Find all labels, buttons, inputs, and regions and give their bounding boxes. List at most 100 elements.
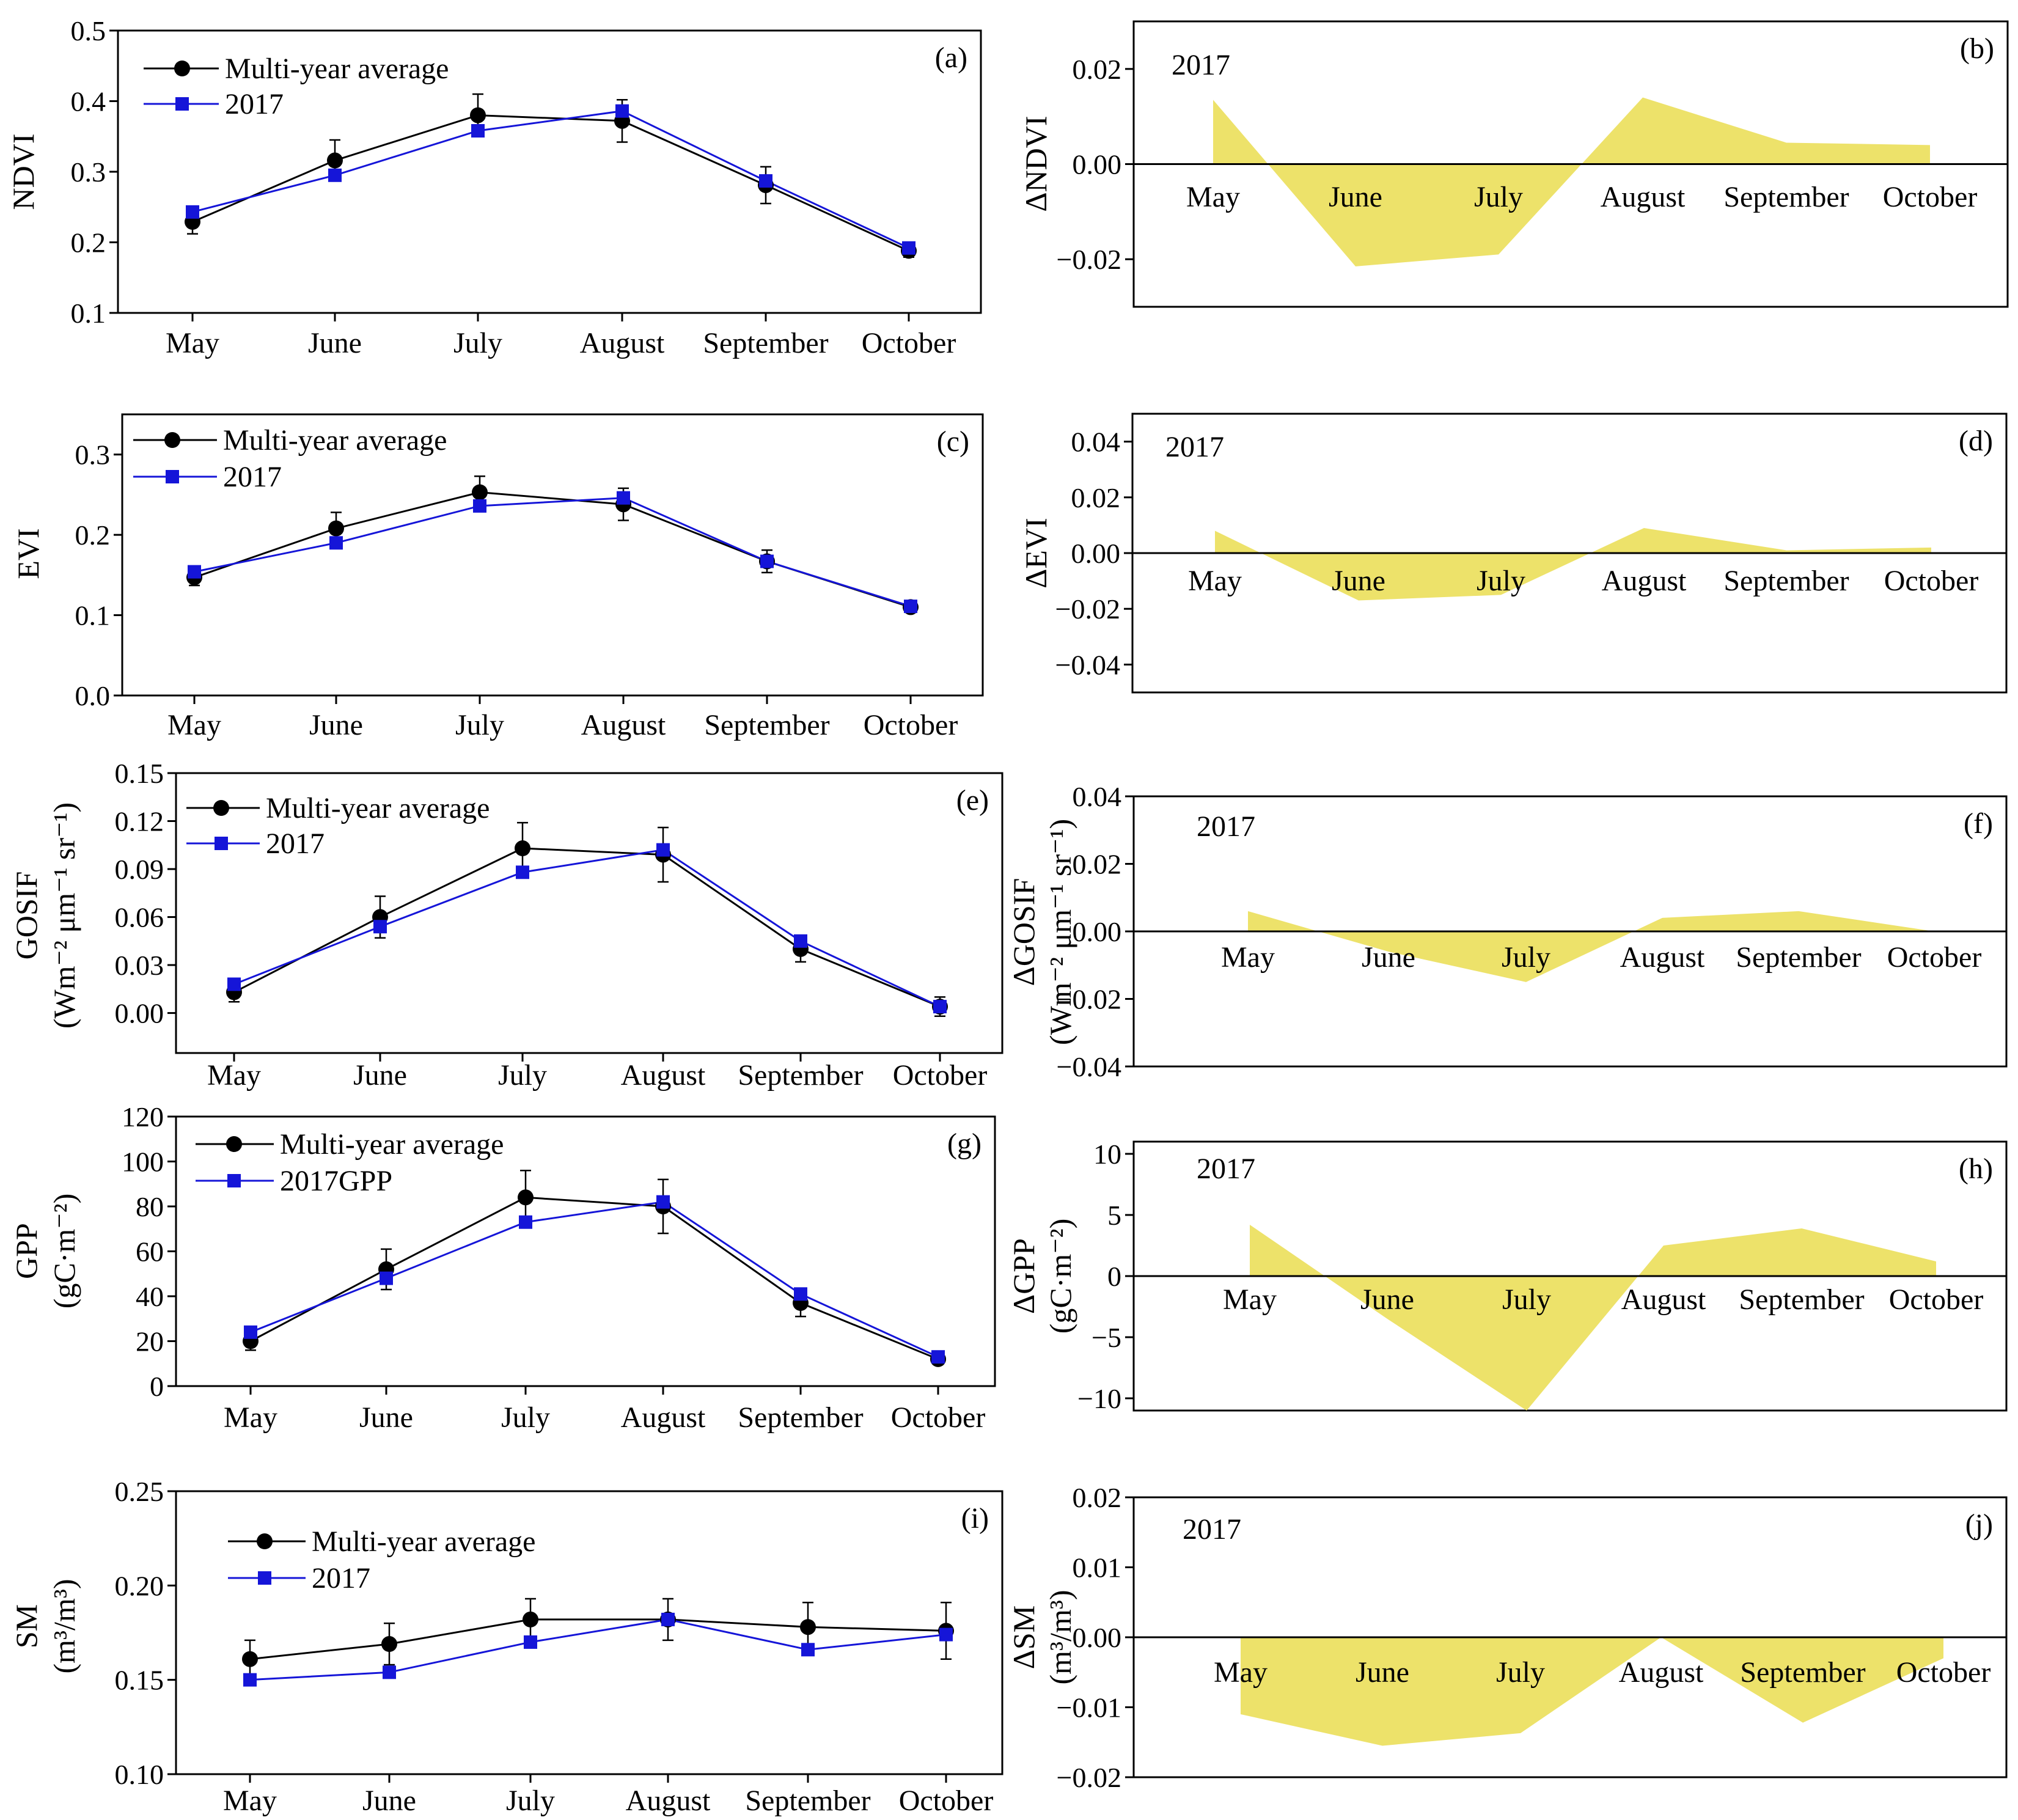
x-tick-label: August: [621, 1401, 706, 1434]
y-tick-label: 0.01: [1073, 1552, 1122, 1583]
y-tick-label: −0.01: [1057, 1692, 1121, 1723]
legend-marker-2017: [175, 97, 189, 111]
x-tick-label: June: [353, 1059, 407, 1092]
x-tick-label: July: [1477, 565, 1525, 597]
panel-c: 0.0 0.1 0.2 0.3 EVI (c) May June July August Septe…: [11, 413, 984, 741]
x-tick-label: August: [1621, 1283, 1706, 1316]
anomaly-area: [1250, 1225, 1936, 1411]
x-tick-label: July: [1502, 1283, 1551, 1316]
y-tick-label: 0.12: [115, 806, 164, 837]
y-axis-unit-label: (m³/m³): [1043, 1590, 1077, 1685]
point-2017: [801, 1643, 815, 1657]
x-tick-label: June: [309, 709, 363, 741]
point-2017: [243, 1673, 257, 1687]
x-tick-label: September: [704, 709, 829, 741]
point-2017: [519, 1215, 532, 1229]
y-tick-label: 0.04: [1073, 781, 1122, 812]
x-tick-label: June: [1332, 565, 1385, 597]
x-tick-label: October: [893, 1059, 988, 1092]
y-axis-label: GOSIF: [9, 871, 43, 960]
point-multi-year-average: [328, 520, 344, 537]
y-tick-label: 0.06: [115, 902, 164, 933]
y-tick-label: 10: [1093, 1139, 1121, 1170]
series-line-2017: [192, 110, 909, 249]
y-tick-label: 0.3: [75, 439, 111, 471]
y-tick-label: −10: [1077, 1383, 1121, 1414]
y-tick-label: 0.15: [115, 758, 164, 789]
point-2017: [186, 205, 199, 219]
panel-e: 0.00 0.03 0.06 0.09 0.12 0.15 GOSIF (Wm⁻² μm⁻¹ …: [9, 758, 1003, 1092]
x-tick-label: May: [223, 1785, 277, 1817]
y-tick-label: −0.04: [1057, 1051, 1121, 1082]
x-tick-label: August: [580, 327, 665, 359]
legend-label-multi-year-average: Multi-year average: [225, 53, 449, 85]
y-tick-label: 0.5: [71, 15, 106, 46]
y-axis-label: ΔEVI: [1019, 518, 1053, 588]
panel-d: −0.04 −0.02 0.00 0.02 0.04 ΔEVI (d) May June July…: [1019, 413, 2008, 694]
y-axis-unit-label: (gC·m⁻²): [47, 1194, 81, 1309]
anomaly-area: [1215, 527, 1931, 601]
x-tick-label: May: [207, 1059, 261, 1092]
y-axis-unit-label: (Wm⁻² μm⁻¹ sr⁻¹): [47, 802, 81, 1029]
x-tick-label: October: [899, 1785, 994, 1817]
plot-frame: [175, 772, 1003, 1054]
y-tick-label: 60: [136, 1236, 164, 1268]
panel-label: (d): [1959, 425, 1993, 457]
y-axis-unit-label: (gC·m⁻²): [1043, 1219, 1077, 1334]
point-2017: [380, 1271, 393, 1285]
y-axis-label: SM: [9, 1604, 43, 1648]
x-tick-label: June: [359, 1401, 413, 1434]
panel-label: (j): [1965, 1508, 1993, 1541]
x-tick-label: July: [455, 709, 504, 741]
x-tick-label: October: [891, 1401, 986, 1434]
x-tick-label: September: [1739, 1283, 1864, 1316]
x-tick-label: October: [1887, 941, 1982, 974]
y-tick-label: 0.02: [1073, 1482, 1122, 1513]
panel-label: (g): [947, 1128, 981, 1160]
y-axis-unit-label: (m³/m³): [47, 1579, 81, 1674]
plot-frame: [121, 413, 984, 697]
x-tick-label: September: [1723, 181, 1849, 213]
y-tick-label: 0.00: [1073, 916, 1122, 947]
point-multi-year-average: [800, 1619, 816, 1635]
x-tick-label: September: [703, 327, 828, 359]
panel-label: (e): [956, 784, 989, 816]
y-axis-label: GPP: [9, 1223, 43, 1279]
panel-j: −0.02 −0.01 0.00 0.01 0.02 ΔSM (m³/m³) (j) May Ju…: [1007, 1482, 2008, 1793]
point-2017: [471, 124, 485, 138]
x-tick-label: October: [1896, 1656, 1991, 1689]
panel-label: (a): [935, 42, 967, 74]
point-2017: [329, 536, 343, 550]
panel-label: (c): [937, 425, 969, 458]
series-line-multi-year-average: [250, 1196, 939, 1360]
y-tick-label: 120: [122, 1101, 164, 1132]
y-tick-label: 0: [1107, 1261, 1121, 1292]
legend-marker-2017: [258, 1571, 271, 1585]
year-label: 2017: [1197, 1153, 1255, 1185]
y-tick-label: 80: [136, 1191, 164, 1222]
y-tick-label: 0.4: [71, 86, 106, 117]
x-tick-label: July: [501, 1401, 550, 1434]
point-2017: [615, 104, 629, 118]
point-2017: [244, 1325, 257, 1339]
x-tick-label: July: [506, 1785, 555, 1817]
point-2017: [227, 977, 241, 991]
x-tick-label: June: [1362, 941, 1415, 974]
y-axis-label: ΔGOSIF: [1007, 878, 1041, 986]
point-multi-year-average: [523, 1611, 538, 1627]
series-line-multi-year-average: [233, 847, 941, 1008]
point-multi-year-average: [470, 107, 486, 123]
year-label: 2017: [1197, 810, 1255, 843]
panel-label: (f): [1964, 807, 1993, 840]
point-2017: [933, 1000, 947, 1014]
y-tick-label: 0.02: [1071, 482, 1121, 513]
point-multi-year-average: [327, 152, 343, 169]
year-label: 2017: [1172, 49, 1230, 81]
year-label: 2017: [1165, 431, 1224, 463]
y-tick-label: −0.04: [1055, 649, 1120, 680]
x-tick-label: September: [738, 1059, 863, 1092]
x-tick-label: July: [1496, 1656, 1545, 1689]
